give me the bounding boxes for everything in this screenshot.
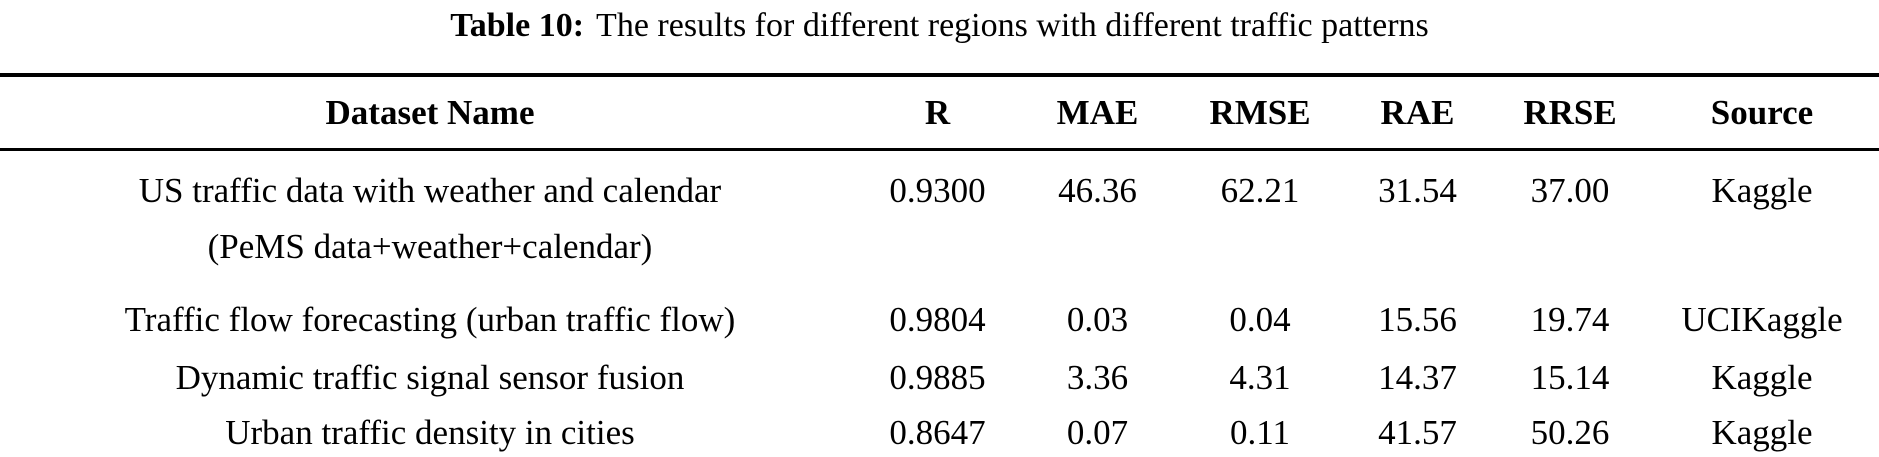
results-table: Dataset Name R MAE RMSE RAE RRSE Source … [0, 73, 1879, 457]
cell-r: 0.9885 [889, 358, 986, 397]
cell-mae: 46.36 [1058, 171, 1137, 210]
cell-mae: 3.36 [1066, 358, 1129, 397]
table-row: US traffic data with weather and calenda… [0, 150, 1879, 292]
col-header-dataset-name: Dataset Name [0, 75, 860, 151]
cell-source: Kaggle [1711, 413, 1813, 452]
cell-dataset-name: US traffic data with weather and calenda… [0, 150, 860, 292]
cell-dataset-name: Traffic flow forecasting (urban traffic … [124, 300, 736, 339]
cell-dataset-name: Urban traffic density in cities [225, 413, 635, 452]
cell-rrse: 37.00 [1530, 171, 1610, 210]
table-row: Traffic flow forecasting (urban traffic … [0, 291, 1879, 349]
cell-rrse: 50.26 [1530, 413, 1610, 452]
cell-rmse: 0.04 [1229, 300, 1291, 339]
cell-r: 0.8647 [889, 413, 986, 452]
col-header-mae: MAE [1015, 75, 1180, 151]
col-header-rrse: RRSE [1495, 75, 1645, 151]
dataset-name-line-2: (PeMS data+weather+calendar) [207, 227, 653, 266]
col-header-rae: RAE [1340, 75, 1495, 151]
cell-r: 0.9804 [889, 300, 986, 339]
col-header-rmse: RMSE [1180, 75, 1340, 151]
cell-source: Kaggle [1711, 358, 1813, 397]
cell-mae: 0.07 [1066, 413, 1129, 452]
cell-rrse: 15.14 [1530, 358, 1610, 397]
cell-rmse: 4.31 [1229, 358, 1291, 397]
cell-rae: 31.54 [1378, 171, 1457, 210]
cell-dataset-name: Dynamic traffic signal sensor fusion [175, 358, 685, 397]
cell-rae: 14.37 [1378, 358, 1457, 397]
table-caption-text: The results for different regions with d… [596, 7, 1429, 44]
header-row: Dataset Name R MAE RMSE RAE RRSE Source [0, 75, 1879, 151]
cell-rrse: 19.74 [1530, 300, 1610, 339]
table-caption: Table 10: The results for different regio… [0, 0, 1879, 52]
cell-source: UCIKaggle [1681, 300, 1843, 339]
cell-rae: 15.56 [1378, 300, 1457, 339]
dataset-name-line-1: US traffic data with weather and calenda… [138, 171, 722, 210]
table-row: Dynamic traffic signal sensor fusion 0.9… [0, 349, 1879, 407]
cell-rmse: 62.21 [1220, 171, 1300, 210]
cell-rmse: 0.11 [1230, 413, 1290, 452]
col-header-source: Source [1645, 75, 1879, 151]
cell-rae: 41.57 [1378, 413, 1457, 452]
cell-r: 0.9300 [889, 171, 986, 210]
table-row: Urban traffic density in cities 0.8647 0… [0, 407, 1879, 457]
table-caption-label: Table 10: [450, 7, 585, 44]
cell-source: Kaggle [1711, 171, 1813, 210]
cell-mae: 0.03 [1066, 300, 1129, 339]
col-header-r: R [860, 75, 1015, 151]
